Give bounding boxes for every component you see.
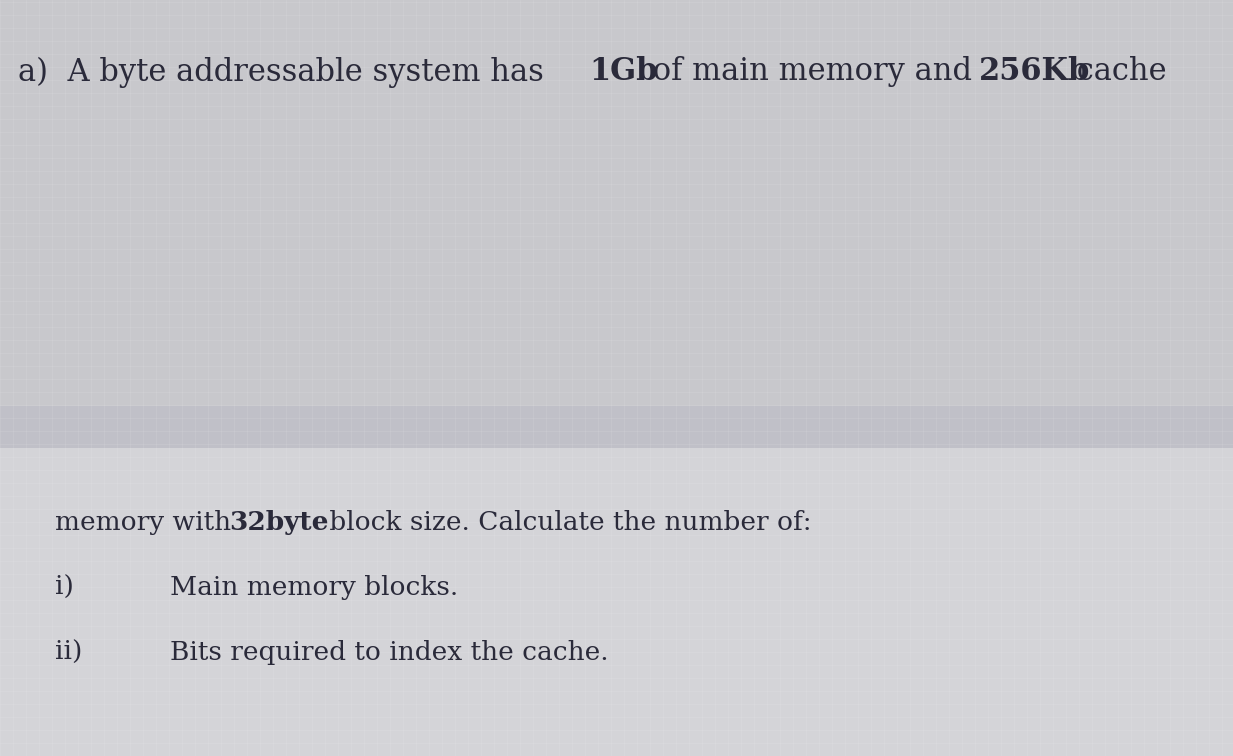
Text: 1Gb: 1Gb — [589, 57, 658, 88]
Text: ii): ii) — [55, 640, 83, 665]
Bar — [0, 407, 1233, 448]
Text: Main memory blocks.: Main memory blocks. — [170, 575, 459, 600]
Text: i): i) — [55, 575, 74, 600]
Text: 32byte: 32byte — [229, 510, 329, 535]
Text: block size. Calculate the number of:: block size. Calculate the number of: — [321, 510, 811, 535]
Text: memory with: memory with — [55, 510, 239, 535]
Text: of main memory and: of main memory and — [642, 57, 981, 88]
Bar — [0, 0, 1233, 407]
Text: Bits required to index the cache.: Bits required to index the cache. — [170, 640, 609, 665]
Text: cache: cache — [1068, 57, 1166, 88]
Text: 256Kb: 256Kb — [979, 57, 1090, 88]
Text: a)  A byte addressable system has: a) A byte addressable system has — [18, 57, 554, 88]
